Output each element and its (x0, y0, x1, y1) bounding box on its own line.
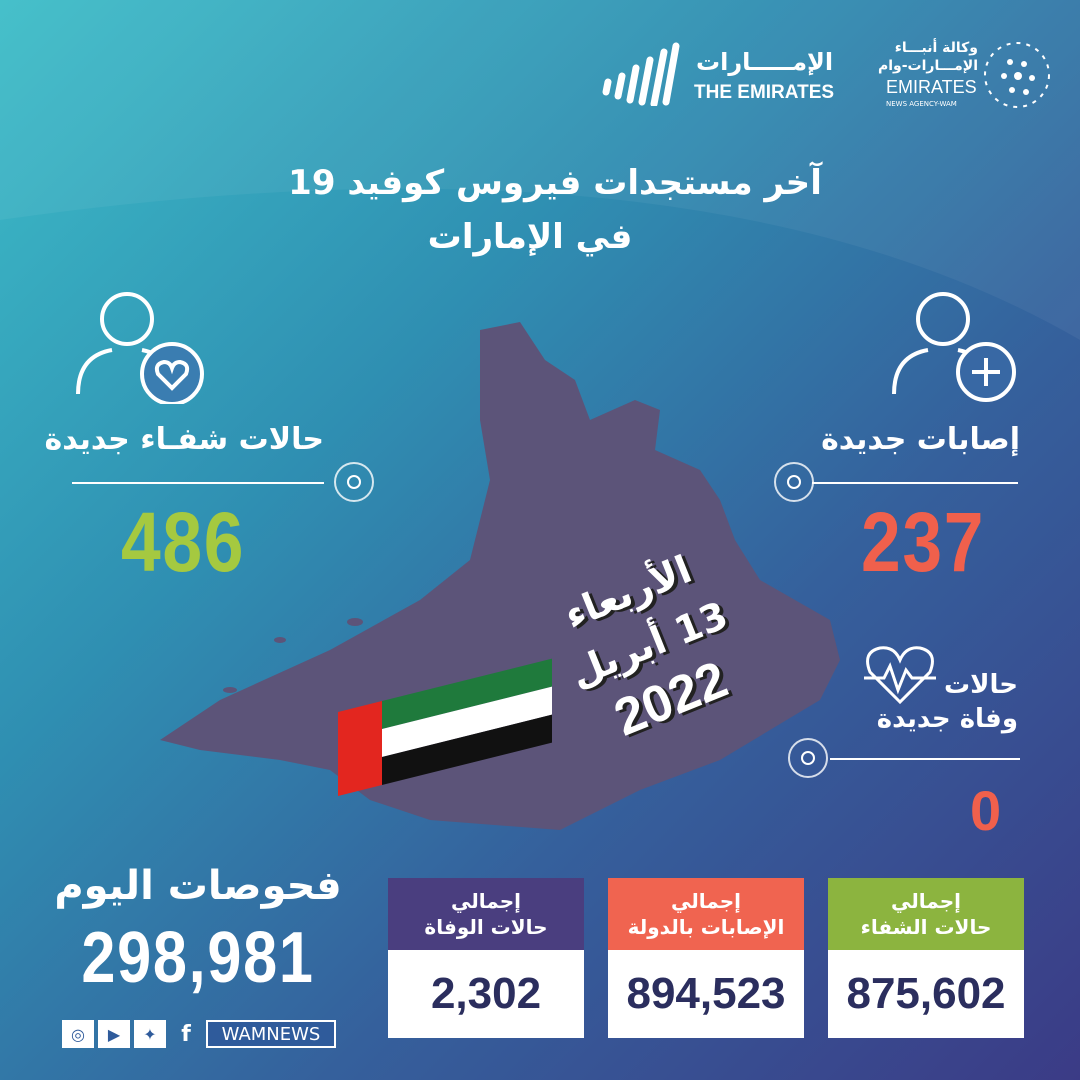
box-label-2: حالات الوفاة (424, 915, 548, 939)
person-heart-icon (76, 292, 204, 404)
recoveries-label: حالات شفـاء جديدة (44, 422, 324, 457)
the-emirates-logo: الإمـــــارات THE EMIRATES (600, 42, 834, 110)
target-icon (334, 462, 374, 502)
box-label-1: إجمالي (891, 889, 961, 913)
instagram-icon[interactable]: ◎ (62, 1020, 94, 1048)
person-plus-icon (892, 292, 1016, 402)
wam-english: EMIRATES (886, 77, 977, 97)
social-handle: WAMNEWS (206, 1020, 336, 1048)
box-label-2: الإصابات بالدولة (627, 915, 785, 939)
divider (830, 758, 1020, 760)
box-label-2: حالات الشفاء (860, 915, 992, 939)
box-label-1: إجمالي (451, 889, 521, 913)
wam-arabic-2: الإمـــارات-وام (877, 58, 978, 74)
tests-label: فحوصات اليوم (54, 863, 342, 909)
emirates-logo-english: THE EMIRATES (694, 82, 835, 103)
title-line-2: في الإمارات (427, 217, 633, 257)
facebook-icon[interactable]: f (181, 1021, 191, 1047)
deaths-label-2: وفاة جديدة (876, 704, 1018, 734)
box-label-1: إجمالي (671, 889, 741, 913)
total-deaths-value: 2,302 (388, 950, 584, 1038)
total-cases-box: إجمالي الإصابات بالدولة 894,523 (608, 878, 804, 1038)
globe-icon (984, 42, 1050, 108)
uae-flag (338, 658, 552, 796)
youtube-icon[interactable]: ▶ (98, 1020, 130, 1048)
new-cases-label: إصابات جديدة (821, 422, 1020, 457)
emirates-logo-arabic: الإمـــــارات (696, 48, 834, 76)
title-line-1: آخر مستجدات فيروس كوفيد 19 (288, 163, 822, 203)
wam-arabic-1: وكالة أنبـــاء (894, 40, 978, 56)
recoveries-value: 486 (120, 495, 246, 589)
target-icon (774, 462, 814, 502)
target-icon (788, 738, 828, 778)
total-cases-value: 894,523 (608, 950, 804, 1038)
deaths-value: 0 (970, 779, 1002, 842)
total-recoveries-box: إجمالي حالات الشفاء 875,602 (828, 878, 1024, 1038)
divider (812, 482, 1018, 484)
divider (72, 482, 324, 484)
deaths-label-1: حالات (944, 670, 1018, 700)
heartbeat-icon (864, 646, 936, 705)
new-cases-value: 237 (860, 495, 986, 589)
deaths-label: حالات وفاة جديدة (840, 668, 1018, 736)
total-recoveries-value: 875,602 (828, 950, 1024, 1038)
tests-value: 298,981 (81, 918, 315, 998)
twitter-icon[interactable]: ✦ (134, 1020, 166, 1048)
total-deaths-box: إجمالي حالات الوفاة 2,302 (388, 878, 584, 1038)
wam-sub: NEWS AGENCY-WAM (886, 100, 957, 108)
emirates-stripes-icon (602, 42, 680, 108)
wam-logo: وكالة أنبـــاء الإمـــارات-وام EMIRATES … (877, 40, 1060, 110)
social-bar: ◎ ▶ ✦ f WAMNEWS (62, 1020, 336, 1048)
